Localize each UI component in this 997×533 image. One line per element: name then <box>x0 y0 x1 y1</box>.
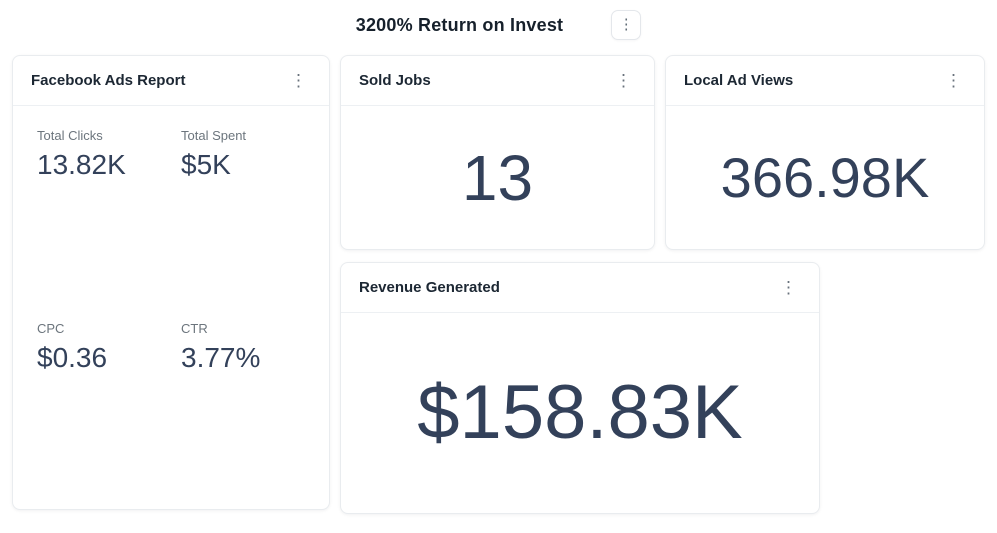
card-header: Revenue Generated ⋮ <box>341 263 819 313</box>
page-header: 3200% Return on Invest ⋮ <box>0 10 997 40</box>
facebook-ads-report-card: Facebook Ads Report ⋮ Total Clicks 13.82… <box>12 55 330 510</box>
kebab-menu-icon: ⋮ <box>615 71 632 90</box>
revenue-card-menu-button[interactable]: ⋮ <box>776 277 801 298</box>
kebab-menu-icon: ⋮ <box>780 278 797 297</box>
sold-jobs-card: Sold Jobs ⋮ 13 <box>340 55 655 250</box>
metric-value: 3.77% <box>181 342 261 373</box>
metric-total-clicks: Total Clicks 13.82K <box>37 128 181 181</box>
metric-value: 13.82K <box>37 149 126 180</box>
page-menu-button[interactable]: ⋮ <box>611 10 642 40</box>
metric-label: CTR <box>181 321 208 336</box>
kebab-menu-icon: ⋮ <box>618 16 634 33</box>
metric-cpc: CPC $0.36 <box>37 321 181 374</box>
card-body: $158.83K <box>341 313 819 513</box>
metric-label: CPC <box>37 321 65 336</box>
revenue-card-title: Revenue Generated <box>359 279 500 296</box>
facebook-card-menu-button[interactable]: ⋮ <box>286 70 311 91</box>
facebook-card-title: Facebook Ads Report <box>31 72 186 89</box>
sold-jobs-value: 13 <box>461 141 534 214</box>
local-ad-views-card-title: Local Ad Views <box>684 72 794 89</box>
card-header: Sold Jobs ⋮ <box>341 56 654 106</box>
kebab-menu-icon: ⋮ <box>945 71 962 90</box>
card-body: 366.98K <box>666 106 984 249</box>
metric-ctr: CTR 3.77% <box>181 321 309 374</box>
page-title: 3200% Return on Invest <box>355 14 564 35</box>
revenue-value: $158.83K <box>417 370 743 455</box>
sold-jobs-card-menu-button[interactable]: ⋮ <box>611 70 636 91</box>
metric-value: $5K <box>181 149 231 180</box>
metric-value: $0.36 <box>37 342 108 373</box>
metric-label: Total Clicks <box>37 128 103 143</box>
card-header: Facebook Ads Report ⋮ <box>13 56 329 106</box>
metric-label: Total Spent <box>181 128 247 143</box>
local-ad-views-card: Local Ad Views ⋮ 366.98K <box>665 55 985 250</box>
card-header: Local Ad Views ⋮ <box>666 56 984 106</box>
revenue-generated-card: Revenue Generated ⋮ $158.83K <box>340 262 820 514</box>
sold-jobs-card-title: Sold Jobs <box>359 72 431 89</box>
card-body: 13 <box>341 106 654 249</box>
local-ad-views-value: 366.98K <box>720 145 930 209</box>
facebook-metrics-grid: Total Clicks 13.82K Total Spent $5K CPC … <box>13 106 329 374</box>
metric-total-spent: Total Spent $5K <box>181 128 309 181</box>
local-ad-views-card-menu-button[interactable]: ⋮ <box>941 70 966 91</box>
kebab-menu-icon: ⋮ <box>290 71 307 90</box>
